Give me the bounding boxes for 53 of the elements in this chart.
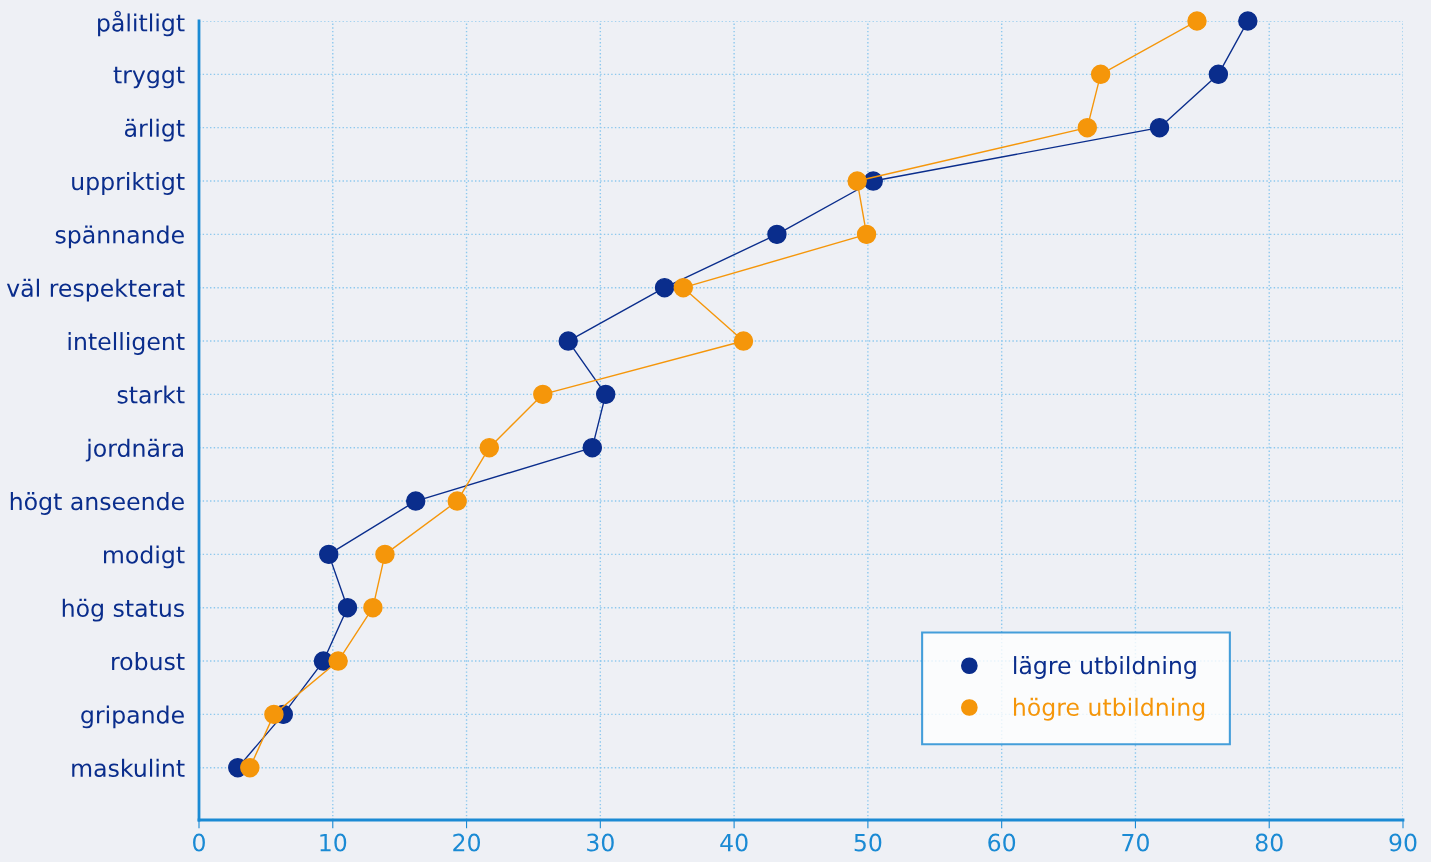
point	[654, 277, 675, 298]
legend-label: lägre utbildning	[1014, 656, 1196, 679]
x-tick-label: 80	[1255, 833, 1283, 852]
x-tick-label: 20	[453, 833, 481, 852]
y-tick-label: maskulint	[72, 758, 185, 778]
point	[856, 224, 877, 245]
x-tick-label: 60	[988, 833, 1016, 852]
y-tick-label: pålitligt	[98, 10, 185, 37]
point	[240, 758, 260, 778]
point	[375, 544, 395, 565]
x-tick-label: 10	[320, 833, 347, 852]
point	[558, 331, 578, 351]
y-tick-label: väl respekterat	[6, 278, 185, 302]
point	[533, 384, 553, 405]
point	[363, 597, 383, 618]
y-tick-label: tryggt	[113, 66, 185, 89]
point	[733, 331, 754, 351]
point	[582, 437, 603, 458]
y-tick-label: spännande	[55, 225, 184, 249]
y-tick-label: ärligt	[124, 118, 185, 142]
point	[1077, 117, 1098, 138]
point	[673, 277, 693, 298]
y-tick-label: uppriktigt	[72, 172, 185, 195]
point	[847, 171, 867, 191]
point	[595, 384, 616, 405]
x-tick-label: 70	[1122, 833, 1149, 852]
x-tick-label: 50	[854, 833, 882, 852]
y-tick-label: högt anseende	[10, 492, 184, 515]
y-tick-label: modigt	[104, 545, 185, 569]
y-tick-label: hög status	[62, 598, 184, 622]
point	[1238, 11, 1258, 31]
point	[1090, 64, 1111, 85]
y-tick-label: intelligent	[68, 332, 185, 355]
x-tick-label: 0	[193, 833, 205, 852]
x-tick-label: 40	[720, 833, 748, 852]
point	[447, 491, 467, 511]
x-tick-label: 30	[587, 833, 614, 852]
point	[767, 224, 787, 245]
point	[319, 544, 339, 565]
y-tick-label: starkt	[117, 385, 185, 404]
point	[405, 491, 426, 511]
point	[337, 597, 358, 618]
y-tick-label: robust	[112, 652, 185, 671]
point	[1187, 11, 1207, 31]
point	[1208, 64, 1229, 85]
legend-label: högre utbildning	[1013, 697, 1205, 721]
y-tick-label: jordnära	[85, 438, 183, 462]
point	[1149, 117, 1170, 138]
x-tick-label: 90	[1389, 833, 1417, 852]
point	[264, 704, 284, 725]
point	[328, 651, 348, 671]
point	[479, 437, 500, 458]
y-tick-label: gripande	[81, 705, 184, 729]
